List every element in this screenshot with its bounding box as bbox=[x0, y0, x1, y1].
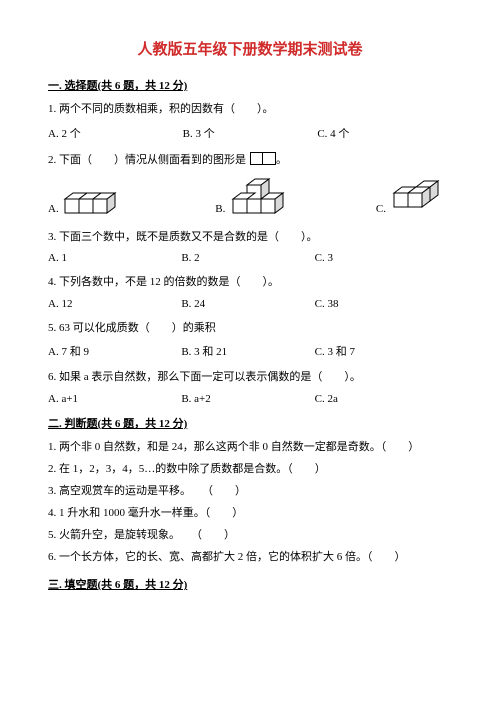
q5-text: 5. 63 可以化成质数（ ）的乘积 bbox=[48, 320, 452, 338]
q2-a-label: A. bbox=[48, 203, 59, 215]
q2-period: 。 bbox=[276, 151, 287, 167]
q2-opt-c: C. bbox=[376, 179, 448, 215]
q3-options: A. 1 B. 2 C. 3 bbox=[48, 252, 452, 264]
page-title: 人教版五年级下册数学期末测试卷 bbox=[48, 38, 452, 59]
j6: 6. 一个长方体，它的长、宽、高都扩大 2 倍，它的体积扩大 6 倍。（ ） bbox=[48, 549, 452, 566]
q1-text: 1. 两个不同的质数相乘，积的因数有（ ）。 bbox=[48, 101, 452, 119]
q3-opt-c: C. 3 bbox=[315, 252, 448, 264]
q6-text: 6. 如果 a 表示自然数，那么下面一定可以表示偶数的是（ ）。 bbox=[48, 369, 452, 387]
q2-text-row: 2. 下面（ ）情况从侧面看到的图形是 。 bbox=[48, 151, 452, 167]
j3: 3. 高空观赏车的运动是平移。 （ ） bbox=[48, 483, 452, 500]
q4-opt-a: A. 12 bbox=[48, 298, 181, 310]
q1-opt-c: C. 4 个 bbox=[317, 125, 452, 141]
j4: 4. 1 升水和 1000 毫升水一样重。（ ） bbox=[48, 505, 452, 522]
q5-opt-b: B. 3 和 21 bbox=[181, 343, 314, 359]
q2-c-label: C. bbox=[376, 203, 386, 215]
square-icon bbox=[250, 152, 263, 165]
q4-opt-b: B. 24 bbox=[181, 298, 314, 310]
q2-figures: A. B. bbox=[48, 175, 452, 215]
section2-header: 二. 判断题(共 6 题，共 12 分) bbox=[48, 415, 452, 431]
j1: 1. 两个非 0 自然数，和是 24，那么这两个非 0 自然数一定都是奇数。（ … bbox=[48, 439, 452, 456]
q3-opt-a: A. 1 bbox=[48, 252, 181, 264]
q4-opt-c: C. 38 bbox=[315, 298, 448, 310]
q5-options: A. 7 和 9 B. 3 和 21 C. 3 和 7 bbox=[48, 343, 452, 359]
q1-options: A. 2 个 B. 3 个 C. 4 个 bbox=[48, 125, 452, 141]
q3-text: 3. 下面三个数中，既不是质数又不是合数的是（ ）。 bbox=[48, 229, 452, 247]
q2-opt-a: A. bbox=[48, 187, 125, 215]
section3-header: 三. 填空题(共 6 题，共 12 分) bbox=[48, 576, 452, 592]
q6-options: A. a+1 B. a+2 C. 2a bbox=[48, 393, 452, 405]
q3-opt-b: B. 2 bbox=[181, 252, 314, 264]
j2: 2. 在 1，2，3，4，5…的数中除了质数都是合数。（ ） bbox=[48, 461, 452, 478]
section1-header: 一. 选择题(共 6 题，共 12 分) bbox=[48, 77, 452, 93]
q6-opt-b: B. a+2 bbox=[181, 393, 314, 405]
j5: 5. 火箭升空，是旋转现象。 （ ） bbox=[48, 527, 452, 544]
q2-target-shape bbox=[250, 152, 276, 165]
cubes-a-icon bbox=[63, 187, 125, 215]
q2-text: 2. 下面（ ）情况从侧面看到的图形是 bbox=[48, 151, 246, 167]
q6-opt-c: C. 2a bbox=[315, 393, 448, 405]
cubes-b-icon bbox=[229, 175, 285, 215]
q6-opt-a: A. a+1 bbox=[48, 393, 181, 405]
q1-opt-a: A. 2 个 bbox=[48, 125, 183, 141]
q5-opt-a: A. 7 和 9 bbox=[48, 343, 181, 359]
square-icon bbox=[263, 152, 276, 165]
cubes-c-icon bbox=[390, 179, 448, 215]
q2-opt-b: B. bbox=[215, 175, 285, 215]
q5-opt-c: C. 3 和 7 bbox=[315, 343, 448, 359]
q1-opt-b: B. 3 个 bbox=[183, 125, 318, 141]
q4-text: 4. 下列各数中，不是 12 的倍数的数是（ ）。 bbox=[48, 274, 452, 292]
q4-options: A. 12 B. 24 C. 38 bbox=[48, 298, 452, 310]
q2-b-label: B. bbox=[215, 203, 225, 215]
